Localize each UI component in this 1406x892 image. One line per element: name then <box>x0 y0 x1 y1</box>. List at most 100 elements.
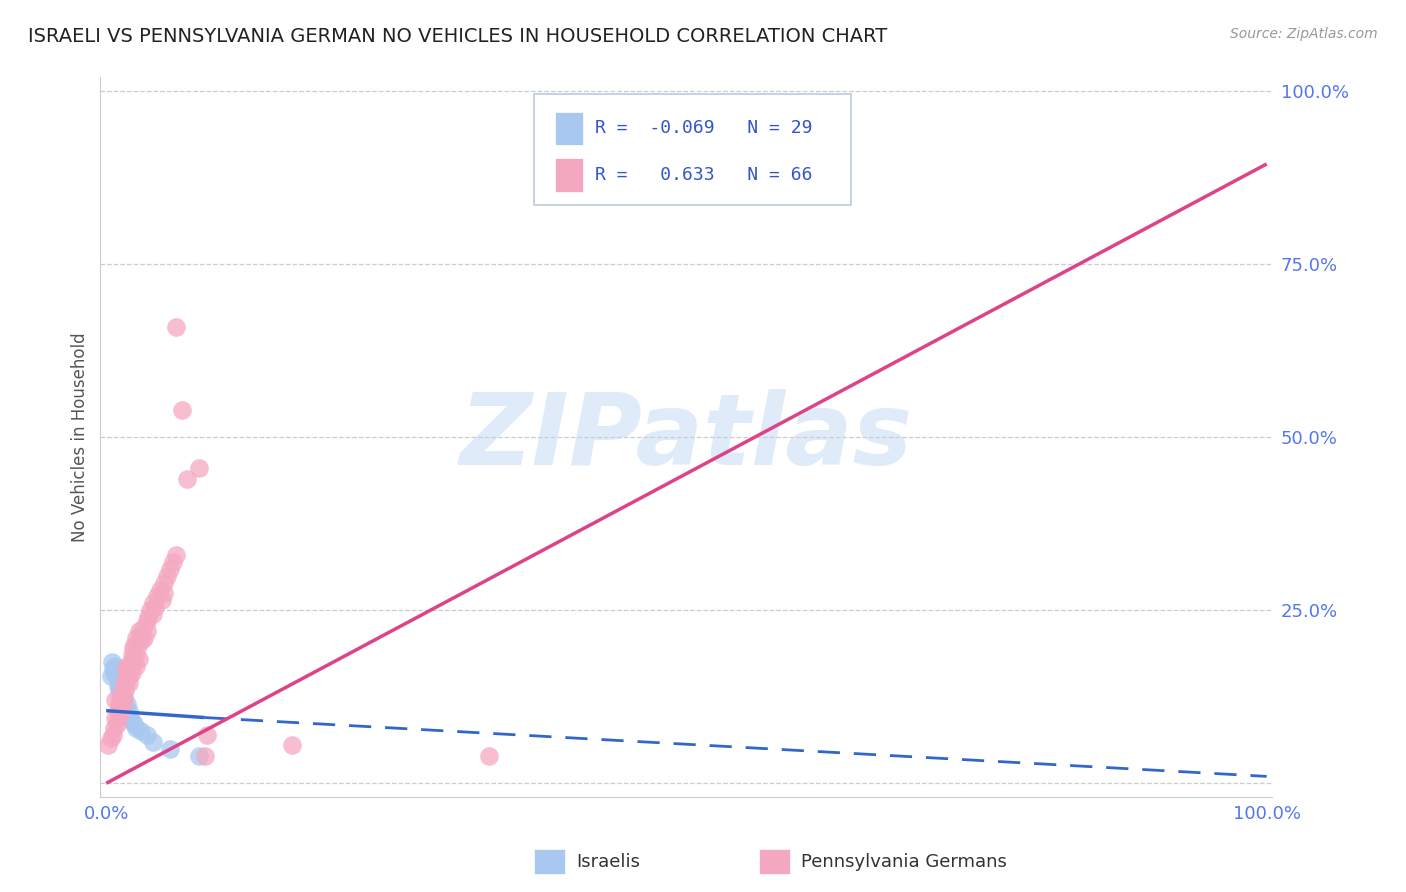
Point <box>112 690 135 704</box>
Point <box>194 748 217 763</box>
Text: Source: ZipAtlas.com: Source: ZipAtlas.com <box>1230 27 1378 41</box>
Point <box>103 665 125 680</box>
Point <box>135 624 157 638</box>
Point <box>112 693 135 707</box>
Point <box>129 627 152 641</box>
Point <box>107 673 129 687</box>
Point <box>101 662 124 676</box>
Point <box>120 655 142 669</box>
Point <box>114 673 136 687</box>
Point <box>125 658 148 673</box>
Point <box>132 621 155 635</box>
Point <box>100 731 122 746</box>
Y-axis label: No Vehicles in Household: No Vehicles in Household <box>72 333 89 542</box>
Point <box>121 665 143 680</box>
Point <box>170 402 193 417</box>
Point <box>121 714 143 728</box>
Point <box>103 721 125 735</box>
Point <box>129 724 152 739</box>
Point <box>136 610 159 624</box>
Point <box>125 631 148 645</box>
Point <box>188 461 211 475</box>
Text: ZIPatlas: ZIPatlas <box>460 389 912 486</box>
Text: Israelis: Israelis <box>576 853 641 871</box>
Point <box>122 655 145 669</box>
Point <box>104 693 127 707</box>
Point <box>176 472 198 486</box>
Point <box>195 728 218 742</box>
Point <box>97 738 120 752</box>
Point <box>112 680 135 694</box>
Point <box>115 658 138 673</box>
Point <box>111 693 134 707</box>
Point <box>129 634 152 648</box>
Point <box>155 568 177 582</box>
Point <box>135 614 157 628</box>
Point <box>107 710 129 724</box>
Point <box>105 717 128 731</box>
Point <box>139 603 162 617</box>
Point <box>112 697 135 711</box>
Point <box>135 728 157 742</box>
Point <box>118 669 141 683</box>
Point <box>142 735 165 749</box>
Point <box>478 748 501 763</box>
Point <box>165 548 187 562</box>
Point <box>153 586 176 600</box>
Point <box>108 697 131 711</box>
Point <box>105 669 128 683</box>
Point <box>100 669 122 683</box>
Point <box>121 648 143 663</box>
Point <box>101 655 124 669</box>
Point <box>101 728 124 742</box>
Point <box>159 562 181 576</box>
Point <box>162 555 184 569</box>
Point <box>148 582 170 597</box>
Text: R =   0.633   N = 66: R = 0.633 N = 66 <box>595 166 813 184</box>
Point <box>128 624 150 638</box>
Point <box>121 641 143 656</box>
Point <box>115 662 138 676</box>
Point <box>117 665 139 680</box>
Point <box>115 676 138 690</box>
Point <box>128 651 150 665</box>
Point <box>108 680 131 694</box>
Point <box>110 690 132 704</box>
Point <box>118 704 141 718</box>
Point <box>143 599 166 614</box>
Point <box>281 738 304 752</box>
Point <box>153 575 176 590</box>
Point <box>108 707 131 722</box>
Point <box>115 707 138 722</box>
Point <box>118 710 141 724</box>
Point <box>159 741 181 756</box>
Point <box>134 631 156 645</box>
Point <box>107 704 129 718</box>
Point <box>115 704 138 718</box>
Point <box>127 641 149 656</box>
Point <box>125 721 148 735</box>
Point <box>111 686 134 700</box>
Point <box>115 669 138 683</box>
Text: R =  -0.069   N = 29: R = -0.069 N = 29 <box>595 120 813 137</box>
Text: Pennsylvania Germans: Pennsylvania Germans <box>801 853 1007 871</box>
Point <box>104 658 127 673</box>
Point <box>118 676 141 690</box>
Point <box>104 710 127 724</box>
Point <box>122 638 145 652</box>
Point <box>146 590 169 604</box>
Point <box>108 682 131 697</box>
Point <box>165 319 187 334</box>
Point <box>188 748 211 763</box>
Point <box>124 648 146 663</box>
Point <box>122 717 145 731</box>
Point <box>108 686 131 700</box>
Point <box>150 593 173 607</box>
Point <box>114 682 136 697</box>
Point <box>108 690 131 704</box>
Point <box>110 700 132 714</box>
Point <box>142 596 165 610</box>
Point <box>115 697 138 711</box>
Point <box>142 607 165 621</box>
Point <box>111 697 134 711</box>
